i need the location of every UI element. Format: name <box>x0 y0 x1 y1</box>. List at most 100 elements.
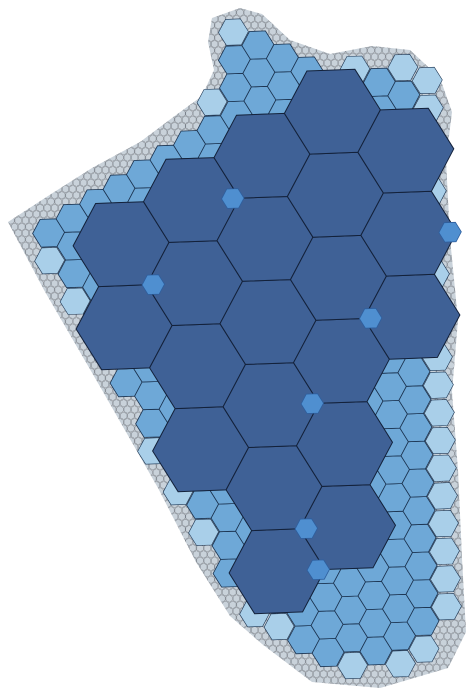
tiny-hex <box>374 58 382 68</box>
tiny-hex <box>58 191 66 200</box>
tiny-hex <box>32 210 40 219</box>
tiny-hex <box>54 285 62 294</box>
tiny-hex <box>51 292 59 301</box>
tiny-hex <box>167 128 175 137</box>
tiny-hex <box>443 254 451 263</box>
tiny-hex <box>163 134 171 143</box>
tiny-hex <box>447 285 455 294</box>
tiny-hex <box>40 210 48 219</box>
tiny-hex <box>192 109 200 118</box>
tiny-hex <box>211 77 219 86</box>
tiny-hex <box>131 405 139 414</box>
tiny-hex <box>443 115 451 124</box>
tiny-hex <box>127 399 135 408</box>
tiny-hex <box>236 8 244 17</box>
tiny-hex <box>382 58 390 68</box>
tiny-hex <box>378 52 386 61</box>
tiny-hex <box>174 115 182 124</box>
tiny-hex <box>43 203 51 212</box>
tiny-hex <box>101 166 110 175</box>
tiny-hex <box>301 46 310 55</box>
tiny-hex <box>131 430 139 439</box>
tiny-hex <box>138 140 146 149</box>
tiny-hex <box>98 373 106 383</box>
tiny-hex <box>360 46 368 55</box>
tiny-hex <box>218 14 226 23</box>
tiny-hex <box>40 273 48 282</box>
tiny-hex <box>149 134 157 143</box>
tiny-hex <box>61 184 70 194</box>
tiny-hex <box>112 159 120 168</box>
tiny-hex <box>120 399 128 408</box>
tiny-hex <box>76 184 84 194</box>
tiny-hex <box>120 159 128 168</box>
tiny-hex <box>72 191 80 200</box>
tiny-hex <box>141 147 150 156</box>
tiny-hex <box>171 121 179 131</box>
tiny-hex <box>25 247 33 257</box>
tiny-hex <box>254 14 262 23</box>
tiny-hex <box>214 21 222 30</box>
tiny-hex <box>11 222 19 231</box>
tiny-hex <box>363 52 371 61</box>
tiny-hex <box>178 121 186 131</box>
tiny-hex <box>294 46 302 55</box>
tiny-hex <box>272 33 280 42</box>
tiny-hex <box>440 172 448 181</box>
tiny-hex <box>134 147 142 156</box>
tiny-hex <box>189 115 197 124</box>
tiny-hex <box>440 96 448 105</box>
tiny-hex <box>211 40 219 49</box>
tiny-hex <box>43 279 51 288</box>
tiny-hex <box>116 153 124 162</box>
tiny-hex <box>134 436 142 446</box>
tiny-hex <box>80 178 88 187</box>
tiny-hex <box>105 386 113 395</box>
tiny-hex <box>258 21 266 30</box>
tiny-hex <box>145 140 153 149</box>
tiny-hex <box>65 191 73 200</box>
tiny-hex <box>211 52 219 61</box>
tiny-hex <box>25 222 33 231</box>
tiny-hex <box>112 399 120 408</box>
tiny-hex <box>109 166 117 175</box>
tiny-hex <box>123 405 131 414</box>
tiny-hex <box>91 172 99 181</box>
tiny-hex <box>105 159 113 168</box>
tiny-hex <box>181 115 190 124</box>
tiny-hex <box>25 210 33 219</box>
tiny-hex <box>382 46 390 55</box>
tiny-hex <box>123 418 131 427</box>
tiny-hex <box>331 58 339 68</box>
tiny-hex <box>156 474 164 483</box>
tiny-hex <box>116 166 124 175</box>
tiny-hex <box>21 229 30 238</box>
tiny-hex <box>14 216 22 225</box>
tiny-hex <box>127 147 135 156</box>
tiny-hex <box>385 52 393 61</box>
tiny-hex <box>240 14 248 23</box>
tiny-hex <box>21 216 30 225</box>
tiny-hex <box>47 210 55 219</box>
tiny-hex <box>69 184 77 194</box>
tiny-hex <box>18 222 26 231</box>
tiny-hex <box>247 14 255 23</box>
tiny-hex <box>123 153 131 162</box>
tiny-hex <box>120 411 128 420</box>
tiny-hex <box>269 27 277 36</box>
tiny-hex <box>214 46 222 55</box>
tiny-hex <box>21 241 30 250</box>
tiny-hex <box>116 405 124 414</box>
tiny-hex <box>36 203 44 212</box>
tiny-hex <box>211 27 219 36</box>
tiny-hex <box>214 71 222 80</box>
tiny-hex <box>440 121 448 131</box>
tiny-hex <box>436 90 444 99</box>
tiny-hex <box>185 109 193 118</box>
tiny-hex <box>69 323 77 332</box>
tiny-hex <box>25 235 33 244</box>
tiny-hex <box>101 380 110 389</box>
tiny-hex <box>127 411 135 420</box>
tiny-hex <box>320 52 328 61</box>
